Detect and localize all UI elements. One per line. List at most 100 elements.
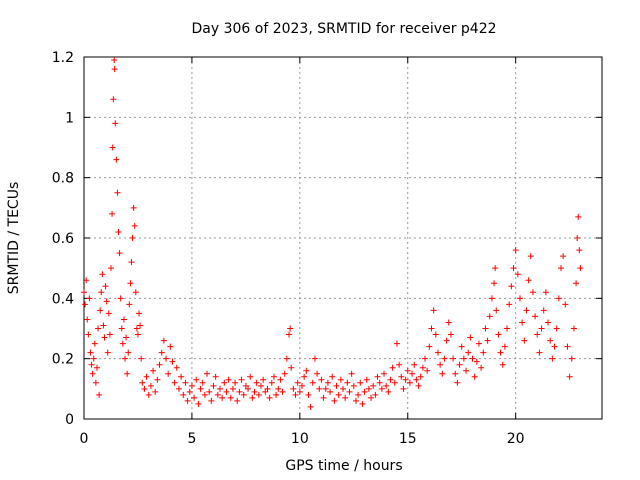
data-point [504, 325, 511, 332]
data-point [109, 210, 116, 217]
data-point [402, 376, 409, 383]
data-point [344, 379, 351, 386]
data-point [156, 361, 163, 368]
data-point [119, 340, 126, 347]
data-point [171, 379, 178, 386]
data-point [275, 385, 282, 392]
data-point [180, 391, 187, 398]
data-point [112, 120, 119, 127]
data-point [488, 295, 495, 302]
data-point [376, 379, 383, 386]
data-point [242, 382, 249, 389]
data-point [342, 394, 349, 401]
data-point [102, 283, 109, 290]
data-point [118, 325, 125, 332]
data-point [495, 331, 502, 338]
data-point [286, 331, 293, 338]
x-tick-label: 20 [507, 431, 525, 447]
data-point [100, 322, 107, 329]
data-point [346, 388, 353, 395]
data-point [216, 385, 223, 392]
data-point [81, 289, 87, 296]
data-point [381, 370, 388, 377]
data-point [296, 388, 303, 395]
data-point [352, 397, 359, 404]
data-point [365, 385, 372, 392]
data-point [514, 271, 521, 278]
data-point [389, 364, 396, 371]
data-point [129, 235, 136, 241]
data-point [307, 403, 314, 410]
data-point [173, 364, 180, 371]
y-tick-label: 0 [65, 412, 74, 428]
data-point [145, 391, 152, 398]
data-point [538, 325, 545, 332]
data-point [378, 385, 385, 392]
data-point [143, 373, 150, 380]
data-point [147, 382, 154, 389]
data-point [393, 340, 400, 347]
data-point [93, 364, 100, 371]
data-point [292, 391, 299, 398]
data-point [249, 394, 256, 401]
data-point [125, 349, 132, 356]
data-point [413, 376, 420, 383]
data-point [101, 334, 108, 341]
data-point [417, 373, 424, 380]
data-point [521, 337, 528, 344]
data-point [294, 379, 301, 386]
data-point [350, 382, 357, 389]
data-point [251, 388, 258, 395]
data-point [447, 331, 454, 338]
data-point [480, 349, 487, 356]
data-point [99, 271, 106, 278]
data-point [570, 325, 577, 332]
data-point [501, 343, 508, 350]
data-point [109, 144, 116, 151]
data-point [116, 250, 123, 257]
data-point [493, 307, 500, 314]
data-point [197, 385, 204, 392]
data-point [225, 376, 232, 383]
data-point [374, 373, 381, 380]
data-point [281, 370, 288, 377]
data-point [557, 265, 564, 272]
data-point [253, 379, 260, 386]
data-point [141, 385, 148, 392]
data-point [97, 307, 104, 314]
data-point [208, 397, 215, 404]
data-point [508, 283, 515, 290]
data-point [188, 382, 195, 389]
y-tick-label: 0.8 [52, 171, 74, 187]
data-point [564, 343, 571, 350]
data-point [236, 388, 243, 395]
data-point [329, 373, 336, 380]
y-tick-label: 0.4 [52, 291, 74, 307]
data-point [104, 349, 111, 356]
data-point [167, 343, 174, 350]
data-point [525, 277, 532, 284]
data-point [318, 376, 325, 383]
data-point [298, 382, 305, 389]
data-point [110, 96, 117, 103]
data-point [262, 388, 269, 395]
data-point [398, 373, 405, 380]
data-point [279, 388, 286, 395]
data-point [150, 367, 157, 374]
data-point [182, 379, 189, 386]
data-point [240, 391, 247, 398]
data-point [95, 325, 102, 332]
data-point [316, 385, 323, 392]
data-point [314, 370, 321, 377]
data-point [227, 394, 234, 401]
data-point [516, 295, 523, 302]
data-point [473, 358, 480, 365]
data-point [385, 388, 392, 395]
data-point [320, 394, 327, 401]
data-point [519, 319, 526, 326]
data-point [126, 301, 133, 308]
data-point [577, 265, 584, 272]
y-tick-label: 1.2 [52, 50, 74, 66]
data-point [568, 355, 575, 362]
data-point [486, 313, 493, 320]
